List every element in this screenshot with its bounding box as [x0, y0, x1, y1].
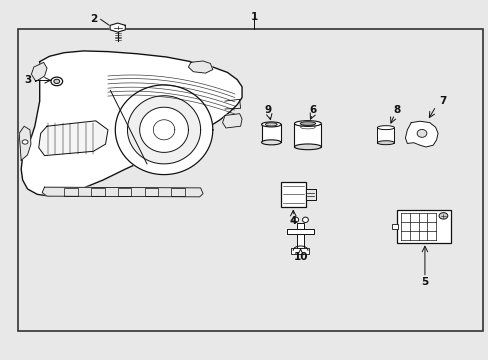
Bar: [171, 188, 184, 196]
Ellipse shape: [294, 144, 321, 150]
Ellipse shape: [377, 126, 394, 130]
Ellipse shape: [51, 77, 62, 86]
Bar: [377, 128, 394, 143]
Bar: [294, 123, 321, 147]
Bar: [261, 125, 281, 142]
Text: 4: 4: [289, 216, 296, 226]
Ellipse shape: [261, 122, 281, 127]
Ellipse shape: [416, 130, 426, 137]
Polygon shape: [31, 62, 47, 81]
Bar: [91, 188, 104, 196]
Text: 10: 10: [293, 252, 307, 262]
Ellipse shape: [54, 79, 60, 84]
Ellipse shape: [261, 140, 281, 145]
Bar: [396, 211, 450, 243]
Bar: [290, 248, 309, 254]
Ellipse shape: [377, 141, 394, 145]
Ellipse shape: [292, 217, 298, 222]
Bar: [18, 30, 483, 330]
Text: 9: 9: [264, 105, 271, 115]
Ellipse shape: [438, 213, 447, 219]
Bar: [305, 189, 315, 200]
Polygon shape: [127, 96, 200, 164]
Polygon shape: [19, 126, 31, 160]
Ellipse shape: [302, 217, 308, 222]
Ellipse shape: [294, 121, 321, 126]
Polygon shape: [188, 61, 212, 73]
Text: 3: 3: [24, 75, 31, 85]
Polygon shape: [21, 51, 242, 196]
Polygon shape: [42, 187, 203, 197]
Bar: [64, 188, 78, 196]
Bar: [280, 182, 305, 207]
Bar: [296, 223, 304, 248]
Bar: [391, 224, 397, 229]
Bar: [144, 188, 158, 196]
Polygon shape: [222, 114, 242, 128]
Ellipse shape: [300, 122, 315, 125]
Text: 8: 8: [393, 105, 400, 115]
Text: 7: 7: [438, 96, 446, 106]
Bar: [118, 188, 131, 196]
Polygon shape: [115, 85, 212, 175]
Text: 5: 5: [421, 277, 427, 287]
Polygon shape: [140, 107, 188, 152]
Bar: [286, 229, 313, 234]
Ellipse shape: [22, 140, 28, 144]
Text: 1: 1: [250, 12, 257, 22]
Polygon shape: [405, 121, 437, 147]
Polygon shape: [39, 121, 108, 156]
Polygon shape: [110, 23, 125, 32]
Ellipse shape: [265, 123, 277, 126]
Text: 2: 2: [89, 14, 97, 24]
Text: 6: 6: [308, 105, 316, 115]
